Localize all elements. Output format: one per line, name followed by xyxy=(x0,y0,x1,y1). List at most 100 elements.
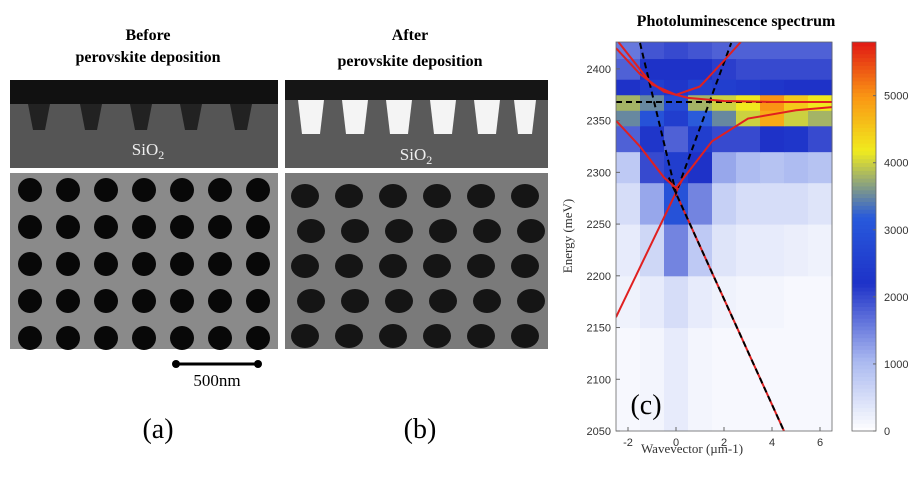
y-tick-label: 2400 xyxy=(587,64,611,76)
colorbar-step xyxy=(852,57,876,62)
colorbar-step xyxy=(852,407,876,413)
colorbar-step xyxy=(852,119,876,125)
heatmap-cell xyxy=(736,42,761,60)
colorbar-step xyxy=(852,154,876,160)
panel-label: (c) xyxy=(630,390,661,421)
colorbar-step xyxy=(852,88,876,94)
colorbar-step xyxy=(852,135,876,140)
heatmap-cell xyxy=(784,110,809,127)
colorbar-tick-label: 5000 xyxy=(884,91,908,103)
colorbar-tick-label: 0 xyxy=(884,426,890,438)
heatmap-cell xyxy=(640,58,665,80)
heatmap-cell xyxy=(712,58,737,80)
curve xyxy=(616,177,685,318)
panel-label: (b) xyxy=(404,414,437,445)
colorbar-step xyxy=(852,275,876,280)
hole xyxy=(94,326,118,350)
sem-trenches xyxy=(28,104,252,130)
heatmap-cell xyxy=(616,110,641,127)
heatmap-cell xyxy=(664,42,689,60)
hole xyxy=(132,215,156,239)
heatmap-cell xyxy=(760,79,785,96)
colorbar-step xyxy=(852,263,876,269)
hole xyxy=(94,289,118,313)
hole xyxy=(56,178,80,202)
colorbar-step xyxy=(852,325,876,331)
hole xyxy=(335,254,363,278)
heatmap-cell xyxy=(736,182,761,225)
hole xyxy=(246,252,270,276)
heatmap-cell xyxy=(784,79,809,96)
curve xyxy=(617,42,742,96)
chart-title: Photoluminescence spectrum xyxy=(637,13,836,30)
colorbar-step xyxy=(852,193,876,199)
heatmap-cell xyxy=(808,125,833,153)
colorbar-step xyxy=(852,53,876,59)
colorbar-step xyxy=(852,182,876,187)
hole xyxy=(467,324,495,348)
heatmap-cell xyxy=(616,182,641,225)
hole xyxy=(18,252,42,276)
heatmap-cell xyxy=(688,58,713,80)
heatmap-cell xyxy=(640,79,665,96)
hole xyxy=(208,215,232,239)
hole xyxy=(18,178,42,202)
hole xyxy=(379,324,407,348)
hole xyxy=(335,324,363,348)
curve xyxy=(639,42,733,197)
colorbar-step xyxy=(852,185,876,191)
curve xyxy=(616,47,832,104)
colorbar-step xyxy=(852,403,876,409)
colorbar-step xyxy=(852,166,876,171)
heatmap-cell xyxy=(760,327,785,432)
colorbar-tick-label: 3000 xyxy=(884,225,908,237)
colorbar-step xyxy=(852,92,876,97)
heatmap-cell xyxy=(640,275,665,329)
scale-bar-end xyxy=(172,360,180,368)
hole xyxy=(18,326,42,350)
colorbar-step xyxy=(852,360,876,366)
heatmap-cell xyxy=(712,182,737,225)
hole xyxy=(297,289,325,313)
colorbar-step xyxy=(852,267,876,273)
heatmap-cell xyxy=(784,224,809,277)
colorbar-step xyxy=(852,364,876,370)
colorbar-step xyxy=(852,61,876,66)
hole xyxy=(246,326,270,350)
colorbar-step xyxy=(852,322,876,327)
hole xyxy=(56,326,80,350)
colorbar-step xyxy=(852,84,876,90)
colorbar-step xyxy=(852,127,876,132)
heatmap-cell xyxy=(760,58,785,80)
heatmap-cell xyxy=(640,110,665,127)
heatmap-cell xyxy=(664,224,689,277)
colorbar-tick-label: 2000 xyxy=(884,292,908,304)
colorbar-tick-label: 1000 xyxy=(884,359,908,371)
colorbar-step xyxy=(852,139,876,144)
hole xyxy=(132,326,156,350)
heatmap-cell xyxy=(664,58,689,80)
colorbar-step xyxy=(852,294,876,300)
heatmap-cell xyxy=(640,94,665,111)
panel-a: Before perovskite deposition SiO2 500nm … xyxy=(10,27,278,445)
heatmap-cell xyxy=(760,182,785,225)
hole xyxy=(429,289,457,313)
colorbar-step xyxy=(852,423,876,428)
colorbar-step xyxy=(852,376,876,381)
hole xyxy=(170,289,194,313)
heatmap-cell xyxy=(616,275,641,329)
hole xyxy=(132,178,156,202)
heatmap-cell xyxy=(664,327,689,432)
heatmap-cell xyxy=(688,224,713,277)
colorbar-step xyxy=(852,248,876,253)
heatmap-cell xyxy=(712,224,737,277)
hole xyxy=(170,215,194,239)
heatmap-cell xyxy=(688,182,713,225)
heatmap-cell xyxy=(688,110,713,127)
colorbar-step xyxy=(852,213,876,218)
heatmap-cell xyxy=(736,224,761,277)
colorbar-step xyxy=(852,170,876,175)
colorbar-step xyxy=(852,411,876,416)
colorbar-step xyxy=(852,224,876,230)
colorbar-step xyxy=(852,108,876,113)
